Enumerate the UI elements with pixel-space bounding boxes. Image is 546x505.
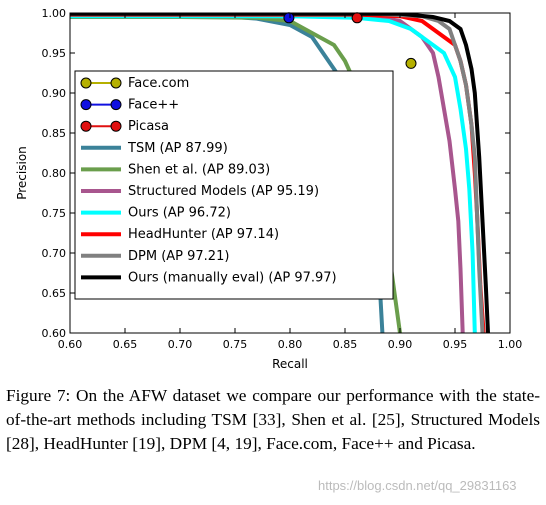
legend: Face.com Face++ Picasa TSM (AP 87.99) Shen e… (74, 70, 394, 300)
legend-marker (80, 99, 92, 111)
x-tick-label: 0.75 (223, 338, 248, 351)
x-tick-label: 1.00 (498, 338, 523, 351)
legend-marker (110, 99, 122, 111)
y-tick-label: 1.00 (42, 7, 67, 20)
x-tick-label: 0.85 (333, 338, 358, 351)
point-marker (283, 12, 295, 24)
y-tick-label: 0.95 (42, 47, 67, 60)
y-axis-label: Precision (15, 146, 29, 200)
x-axis-label: Recall (272, 357, 308, 371)
legend-label: Ours (AP 96.72) (128, 206, 231, 221)
series-line (70, 13, 465, 333)
y-tick-label: 0.65 (42, 287, 67, 300)
y-tick-label: 0.90 (42, 87, 67, 100)
x-axis-ticks: 0.60 0.65 0.70 0.75 0.80 0.85 0.90 0.95 1.00 (58, 13, 523, 351)
y-tick-label: 0.60 (42, 327, 67, 340)
point-marker (351, 12, 363, 24)
y-tick-label: 0.80 (42, 167, 67, 180)
legend-label: Shen et al. (AP 89.03) (128, 162, 270, 177)
y-tick-label: 0.70 (42, 247, 67, 260)
chart: 0.60 0.65 0.70 0.75 0.80 0.85 0.90 0.95 1.00 0.6… (15, 7, 523, 371)
legend-label: TSM (AP 87.99) (127, 141, 228, 156)
legend-label: Structured Models (AP 95.19) (128, 184, 319, 199)
legend-marker (80, 77, 92, 89)
point-marker (405, 57, 417, 69)
legend-label: DPM (AP 97.21) (128, 249, 229, 264)
legend-marker (110, 77, 122, 89)
watermark: https://blog.csdn.net/qq_29831163 (318, 478, 517, 493)
legend-box (74, 70, 394, 300)
x-tick-label: 0.60 (58, 338, 83, 351)
figure-caption: Figure 7: On the AFW dataset we compare … (6, 386, 540, 453)
x-tick-label: 0.95 (443, 338, 468, 351)
legend-label: HeadHunter (AP 97.14) (128, 227, 279, 242)
x-tick-label: 0.65 (113, 338, 138, 351)
x-tick-label: 0.90 (388, 338, 413, 351)
series-line (70, 13, 490, 333)
y-tick-label: 0.75 (42, 207, 67, 220)
legend-label: Face++ (128, 98, 179, 113)
x-tick-label: 0.70 (168, 338, 193, 351)
legend-marker (80, 120, 92, 132)
y-tick-label: 0.85 (42, 127, 67, 140)
y-axis-ticks: 0.60 0.65 0.70 0.75 0.80 0.85 0.90 0.95 1.00 (42, 7, 510, 340)
legend-label: Ours (manually eval) (AP 97.97) (128, 270, 337, 285)
legend-label: Picasa (128, 119, 169, 134)
legend-marker (110, 120, 122, 132)
legend-label: Face.com (128, 76, 189, 91)
x-tick-label: 0.80 (278, 338, 303, 351)
